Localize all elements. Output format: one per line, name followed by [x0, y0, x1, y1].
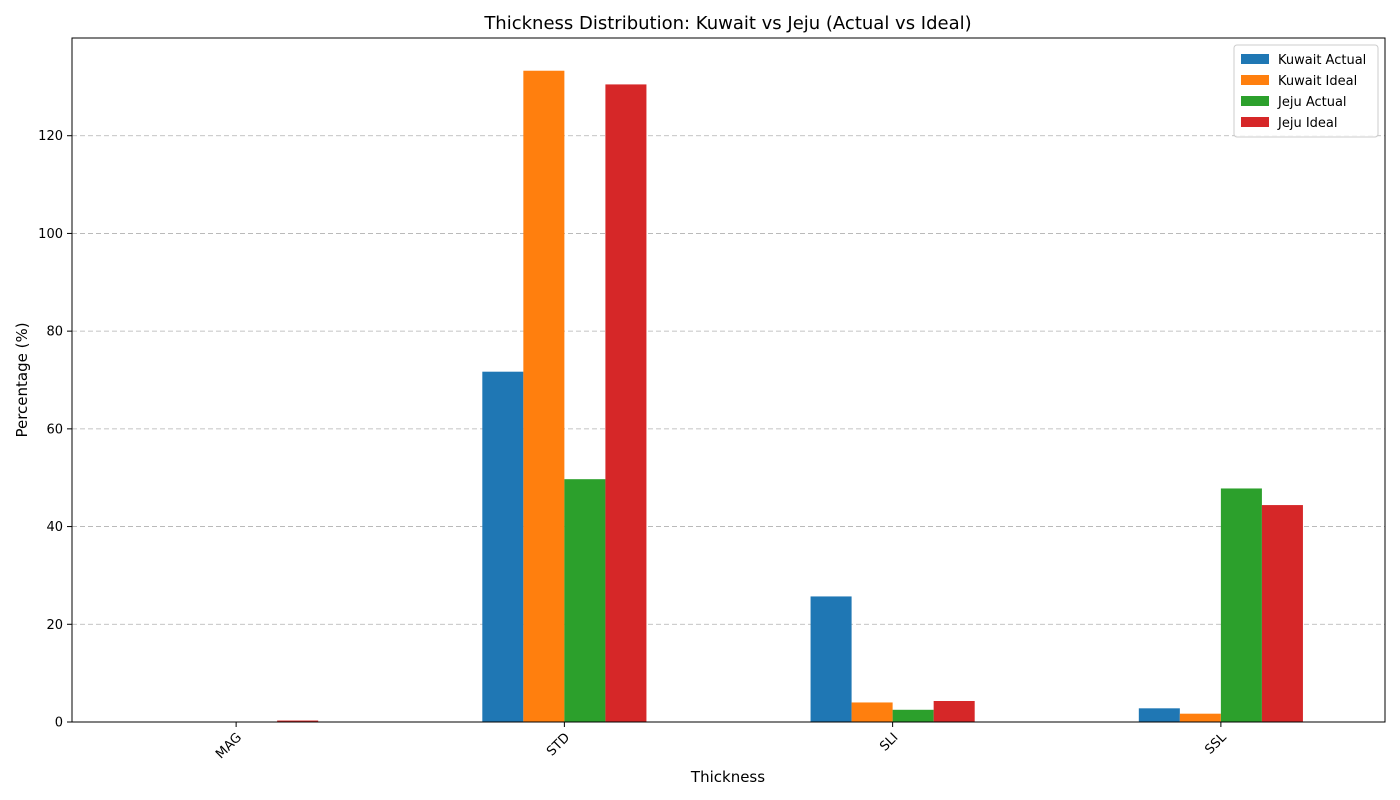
bars — [277, 70, 1303, 723]
bar-kuwait-ideal-sli — [851, 702, 893, 722]
plot-frame — [71, 37, 1386, 723]
x-tick-label: STD — [544, 730, 573, 759]
y-tick-label: 0 — [55, 716, 63, 731]
x-tick-label: MAG — [213, 730, 245, 762]
x-axis-label: Thickness — [690, 768, 765, 786]
y-axis-label: Percentage (%) — [13, 322, 31, 437]
bar-kuwait-ideal-std — [523, 70, 565, 723]
x-tick-label: SSL — [1202, 730, 1230, 758]
legend-label: Kuwait Actual — [1278, 53, 1366, 68]
bar-jeju-ideal-ssl — [1261, 505, 1303, 722]
bar-kuwait-actual-std — [482, 371, 524, 722]
bar-kuwait-actual-sli — [810, 596, 852, 722]
legend-swatch — [1241, 54, 1269, 64]
x-tick-label: SLI — [877, 730, 901, 754]
bar-jeju-actual-std — [564, 479, 606, 722]
legend-swatch — [1241, 96, 1269, 106]
legend-box — [1233, 44, 1379, 138]
legend-swatch — [1241, 75, 1269, 85]
bar-kuwait-ideal-ssl — [1179, 713, 1221, 722]
chart-title: Thickness Distribution: Kuwait vs Jeju (… — [483, 13, 971, 34]
y-tick-label: 80 — [46, 325, 63, 340]
grid-lines — [72, 135, 1385, 625]
legend: Kuwait Actual Kuwait Ideal Jeju Actual Jeju… — [1233, 44, 1379, 138]
y-tick-label: 40 — [46, 520, 63, 535]
legend-label: Kuwait Ideal — [1278, 74, 1357, 89]
bar-jeju-actual-sli — [892, 709, 934, 722]
x-axis-ticks: MAG STD SLI SSL — [213, 722, 1230, 762]
bar-jeju-ideal-std — [605, 84, 647, 722]
y-axis-ticks: 0 20 40 60 80 100 120 — [38, 129, 72, 731]
y-tick-label: 120 — [38, 129, 63, 144]
bar-kuwait-actual-ssl — [1138, 708, 1180, 722]
y-tick-label: 20 — [46, 618, 63, 633]
legend-swatch — [1241, 117, 1269, 127]
legend-label: Jeju Actual — [1277, 95, 1347, 110]
y-tick-label: 100 — [38, 227, 63, 242]
y-tick-label: 60 — [46, 422, 63, 437]
legend-label: Jeju Ideal — [1277, 116, 1337, 131]
bar-jeju-actual-ssl — [1220, 488, 1262, 722]
bar-jeju-ideal-mag — [277, 720, 319, 722]
bar-jeju-ideal-sli — [933, 700, 975, 722]
